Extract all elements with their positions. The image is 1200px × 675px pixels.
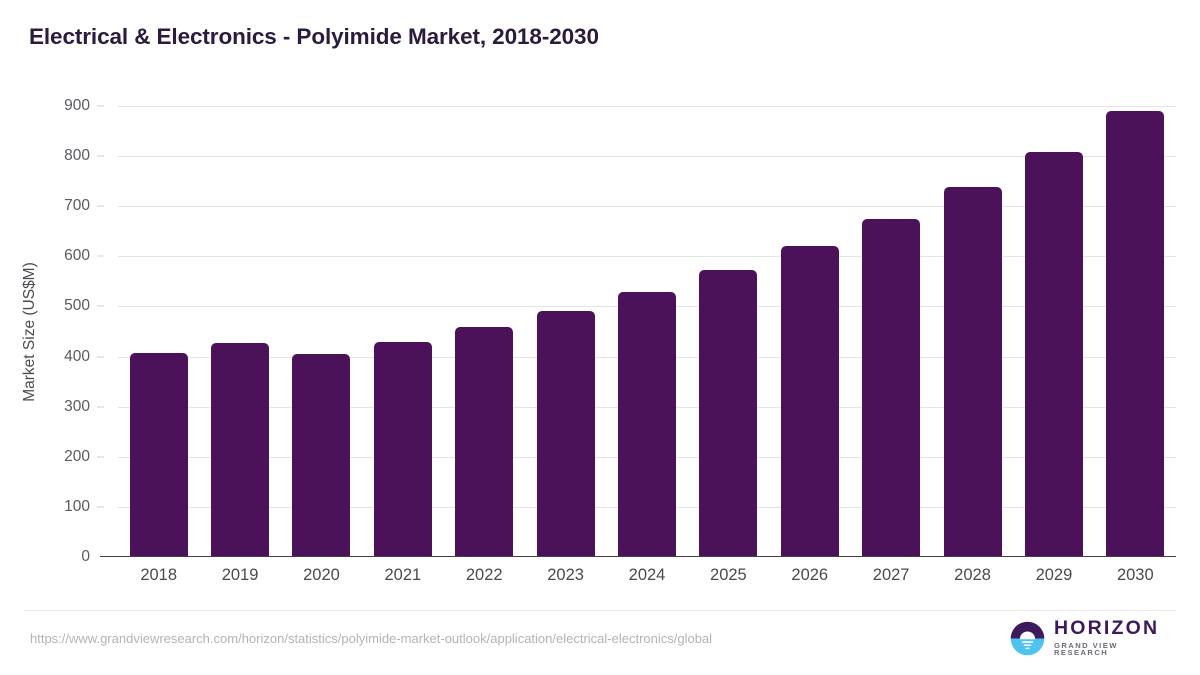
logo-tagline: GRAND VIEW RESEARCH — [1054, 640, 1118, 658]
bar-slot — [525, 106, 606, 557]
bar[interactable] — [455, 327, 514, 557]
gridline — [118, 206, 1176, 208]
y-axis-tick-label: 600 — [64, 247, 90, 265]
bar-slot — [850, 106, 931, 557]
y-axis-tick-mark — [97, 205, 104, 207]
y-axis-tick-mark — [97, 506, 104, 508]
gridline — [118, 156, 1176, 158]
bar[interactable] — [129, 353, 188, 557]
x-axis-tick-label: 2028 — [954, 566, 991, 584]
bar-slot — [362, 106, 443, 557]
y-axis-tick-mark — [97, 255, 104, 257]
horizon-logo[interactable]: HORIZON GRAND VIEW RESEARCH — [1010, 618, 1170, 658]
bar-slot — [199, 106, 280, 557]
horizon-logo-text: HORIZON GRAND VIEW RESEARCH — [1054, 619, 1170, 657]
y-axis-ticks: 0 100 200 300 400 500 600 700 800 900 — [0, 97, 104, 565]
footer-divider — [24, 610, 1176, 611]
x-axis-tick-label: 2023 — [547, 566, 584, 584]
bar[interactable] — [536, 310, 595, 557]
x-axis-tick-label: 2018 — [140, 566, 178, 584]
source-url[interactable]: https://www.grandviewresearch.com/horizo… — [30, 631, 713, 646]
bar[interactable] — [1106, 110, 1165, 557]
bar[interactable] — [943, 186, 1002, 557]
bar[interactable] — [780, 246, 839, 557]
bar-slot — [1013, 106, 1094, 557]
y-axis-tick-label: 0 — [81, 548, 90, 565]
bar-slot — [118, 106, 199, 557]
x-axis-tick-label: 2019 — [221, 566, 259, 584]
gridline — [118, 106, 1176, 107]
y-axis-tick-mark — [97, 356, 104, 358]
y-axis-tick-label: 500 — [64, 297, 90, 315]
bar-slot — [444, 106, 525, 557]
y-axis-tick-label: 100 — [64, 497, 90, 515]
x-axis-line — [100, 555, 1176, 557]
y-axis-tick-label: 400 — [64, 347, 90, 365]
y-axis-tick-mark — [97, 105, 104, 107]
x-axis-tick-label: 2024 — [628, 566, 666, 584]
bar[interactable] — [1024, 152, 1083, 557]
x-axis-tick-label: 2030 — [1116, 566, 1154, 584]
y-axis-tick-mark — [97, 406, 104, 408]
x-axis-tick-label: 2022 — [465, 566, 503, 584]
y-axis-tick-mark — [97, 456, 104, 458]
y-axis-tick-label: 300 — [64, 397, 90, 415]
logo-wordmark: HORIZON — [1054, 617, 1160, 640]
y-axis-tick-label: 800 — [64, 147, 90, 165]
x-axis-tick-label: 2027 — [872, 566, 910, 584]
bar-slot — [606, 106, 687, 557]
bar-slot — [281, 106, 362, 557]
bar[interactable] — [862, 218, 921, 557]
bar-series — [118, 106, 1176, 557]
y-axis-tick-label: 200 — [64, 447, 90, 465]
gridline — [118, 256, 1176, 258]
x-axis-tick-label: 2029 — [1035, 566, 1073, 584]
bar[interactable] — [211, 343, 270, 557]
page-title: Electrical & Electronics - Polyimide Mar… — [29, 24, 599, 49]
plot-area — [100, 106, 1176, 557]
x-axis-ticks: 2018 2019 2020 2021 2022 2023 2024 2025 2026 2027… — [118, 566, 1176, 592]
bar[interactable] — [373, 342, 432, 557]
y-axis-tick-mark — [97, 155, 104, 157]
bar-slot — [688, 106, 769, 557]
x-axis-tick-label: 2020 — [303, 566, 340, 584]
bar-slot — [769, 106, 850, 557]
y-axis-tick-label: 700 — [64, 197, 90, 215]
bar[interactable] — [617, 291, 676, 557]
horizon-logo-icon — [1010, 621, 1045, 656]
bar[interactable] — [292, 354, 351, 557]
y-axis-tick-mark — [97, 305, 104, 307]
x-axis-tick-label: 2026 — [791, 566, 829, 584]
x-axis-tick-label: 2025 — [710, 566, 747, 584]
y-axis-tick-label: 900 — [64, 97, 90, 114]
x-axis-tick-label: 2021 — [384, 566, 422, 584]
bar-slot — [1095, 106, 1176, 557]
bar-slot — [932, 106, 1013, 557]
bar[interactable] — [699, 269, 758, 557]
